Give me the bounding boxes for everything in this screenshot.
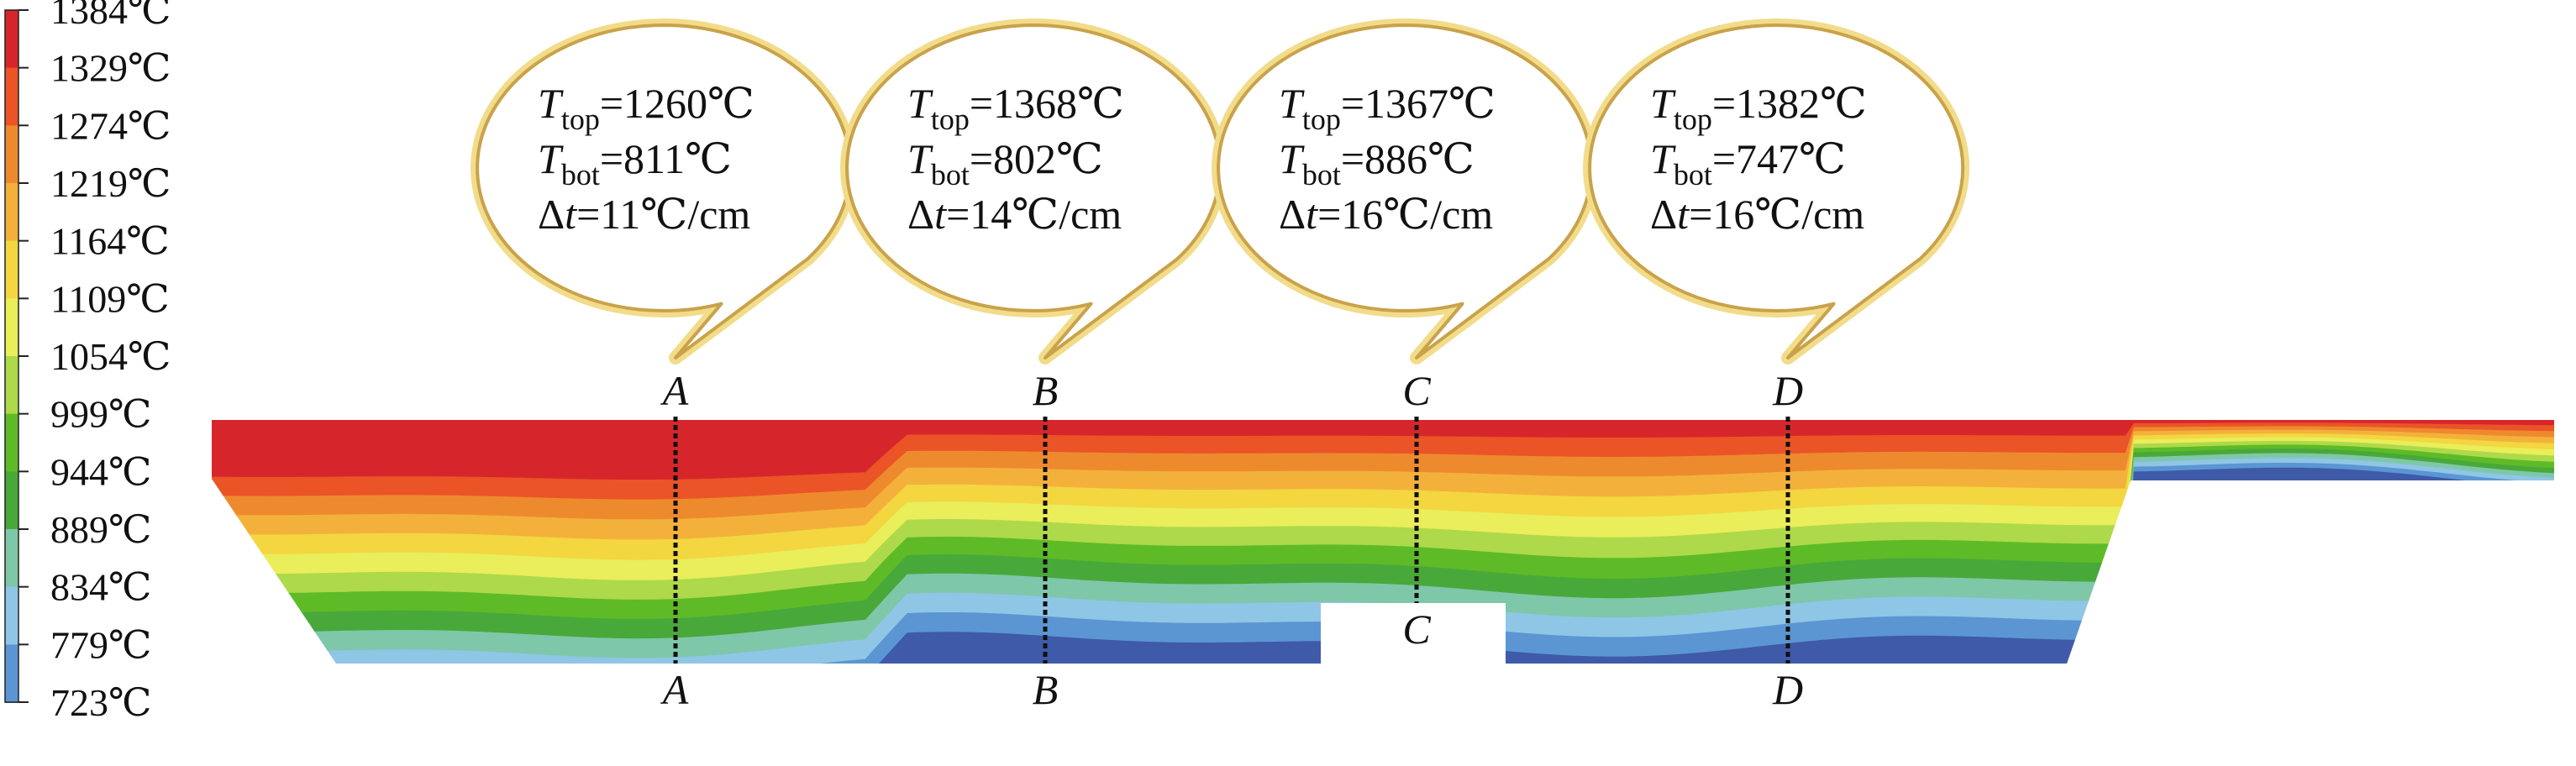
legend-label: 1054℃ (50, 335, 171, 378)
section-label-bottom: B (1033, 666, 1059, 713)
section-callouts: Ttop=1260℃Tbot=811℃Δt=11℃/cmTtop=1368℃Tb… (471, 18, 1970, 365)
legend-label: 834℃ (50, 566, 151, 609)
callout-t-top: Ttop=1260℃ (538, 80, 754, 136)
legend-swatch (5, 183, 18, 242)
callout-t-bot: Tbot=811℃ (538, 135, 732, 192)
section-label-top: C (1402, 367, 1431, 414)
legend-label: 1164℃ (50, 220, 170, 263)
legend-swatch (5, 644, 18, 703)
callout-t-bot: Tbot=886℃ (1279, 135, 1475, 192)
callout-t-top: Ttop=1367℃ (1279, 80, 1496, 136)
isotherm-band (212, 467, 2554, 664)
callout-t-top: Ttop=1368℃ (907, 80, 1124, 136)
callout-t-bot: Tbot=802℃ (907, 135, 1103, 192)
legend-swatch (5, 10, 18, 69)
legend-label: 1274℃ (50, 104, 171, 147)
callout-bubble (1217, 24, 1594, 359)
legend-label: 723℃ (50, 681, 151, 724)
section-label-bottom: C (1402, 606, 1431, 653)
legend-label: 889℃ (50, 508, 151, 551)
legend-label: 944℃ (50, 450, 151, 493)
callout-bubble (476, 24, 853, 359)
section-markers: A A B B C C D D (660, 367, 1803, 713)
section-label-bottom: A (660, 666, 689, 713)
legend-swatch (5, 67, 18, 127)
callout-bubble (845, 24, 1222, 359)
legend-swatch (5, 240, 18, 300)
callout-t-top: Ttop=1382℃ (1650, 80, 1867, 136)
legend-swatch (5, 125, 18, 184)
legend-label: 1329℃ (50, 47, 171, 90)
legend-label: 1384℃ (50, 0, 171, 32)
cross-section-body (212, 420, 2554, 664)
legend-swatch (5, 413, 18, 473)
legend-label: 999℃ (50, 393, 151, 436)
section-label-top: A (660, 367, 689, 414)
callout-t-bot: Tbot=747℃ (1650, 135, 1846, 192)
section-label-top: D (1772, 367, 1803, 414)
legend-swatch (5, 298, 18, 357)
legend-label: 1109℃ (50, 277, 170, 320)
legend-swatch (5, 586, 18, 646)
section-label-top: B (1033, 367, 1059, 414)
callout-gradient: Δt=11℃/cm (538, 191, 750, 238)
section-label-bottom: D (1772, 666, 1803, 713)
legend-swatch (5, 529, 18, 588)
callout-gradient: Δt=16℃/cm (1650, 191, 1864, 238)
legend-swatch (5, 356, 18, 415)
callout-bubble (1588, 24, 1965, 359)
temperature-legend: 1384℃ 1329℃ 1274℃ 1219℃ 1164℃ 1109℃ 1054℃ 999℃ 9… (4, 0, 171, 724)
callout-gradient: Δt=16℃/cm (1279, 191, 1493, 238)
legend-label: 1219℃ (50, 162, 171, 205)
legend-swatch (5, 471, 18, 530)
callout-gradient: Δt=14℃/cm (907, 191, 1122, 238)
legend-label: 779℃ (50, 623, 151, 666)
